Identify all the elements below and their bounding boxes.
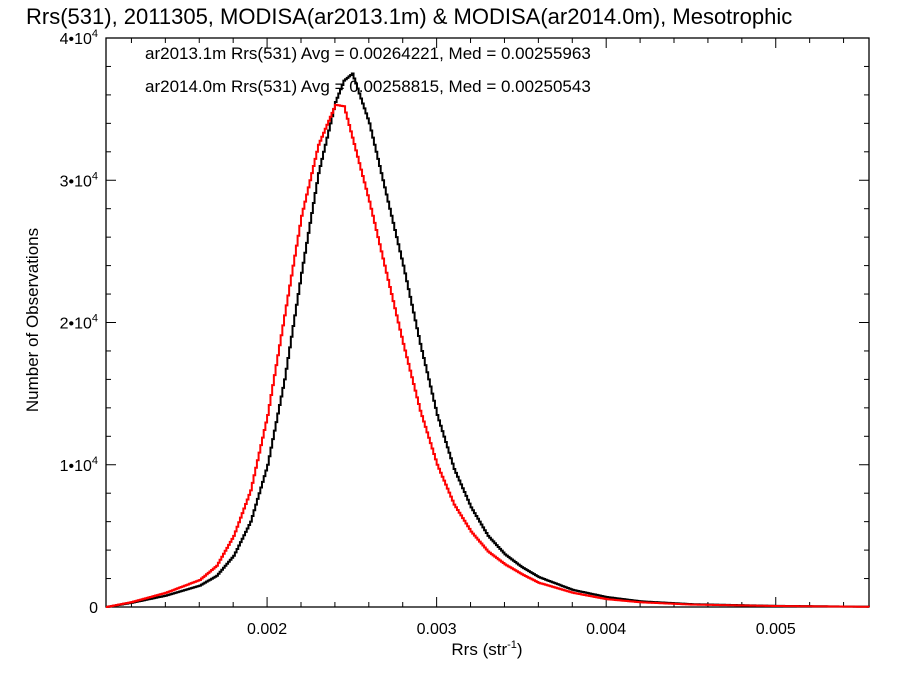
x-axis: 0.002 0.003 0.004 0.005 bbox=[130, 38, 845, 638]
legend-entry-ar2013: ar2013.1m Rrs(531) Avg = 0.00264221, Med… bbox=[145, 44, 591, 63]
y-tick-label: 0 bbox=[89, 600, 98, 617]
series-lines bbox=[106, 72, 870, 608]
x-tick-label: 0.005 bbox=[756, 621, 796, 638]
x-tick-label: 0.004 bbox=[586, 621, 626, 638]
legend-entry-ar2014: ar2014.0m Rrs(531) Avg = 0.00258815, Med… bbox=[145, 77, 591, 96]
x-axis-label: Rrs (str-1) bbox=[451, 639, 522, 659]
plot-border bbox=[105, 37, 870, 608]
y-tick-label: 4•104 bbox=[60, 28, 98, 48]
chart-title: Rrs(531), 2011305, MODISA(ar2013.1m) & M… bbox=[26, 4, 792, 29]
y-tick-label: 1•104 bbox=[60, 455, 98, 475]
y-axis-label: Number of Observations bbox=[23, 228, 42, 412]
y-axis: 0 1•104 2•104 3•104 4•104 bbox=[60, 28, 869, 617]
plot-frame bbox=[105, 37, 870, 608]
x-tick-label: 0.003 bbox=[417, 621, 457, 638]
series-line-ar2014 bbox=[106, 103, 870, 608]
legend: ar2013.1m Rrs(531) Avg = 0.00264221, Med… bbox=[145, 44, 591, 96]
y-tick-label: 2•104 bbox=[60, 313, 98, 333]
y-tick-label: 3•104 bbox=[60, 170, 98, 190]
x-tick-label: 0.002 bbox=[247, 621, 287, 638]
series-line-ar2013 bbox=[106, 72, 870, 608]
